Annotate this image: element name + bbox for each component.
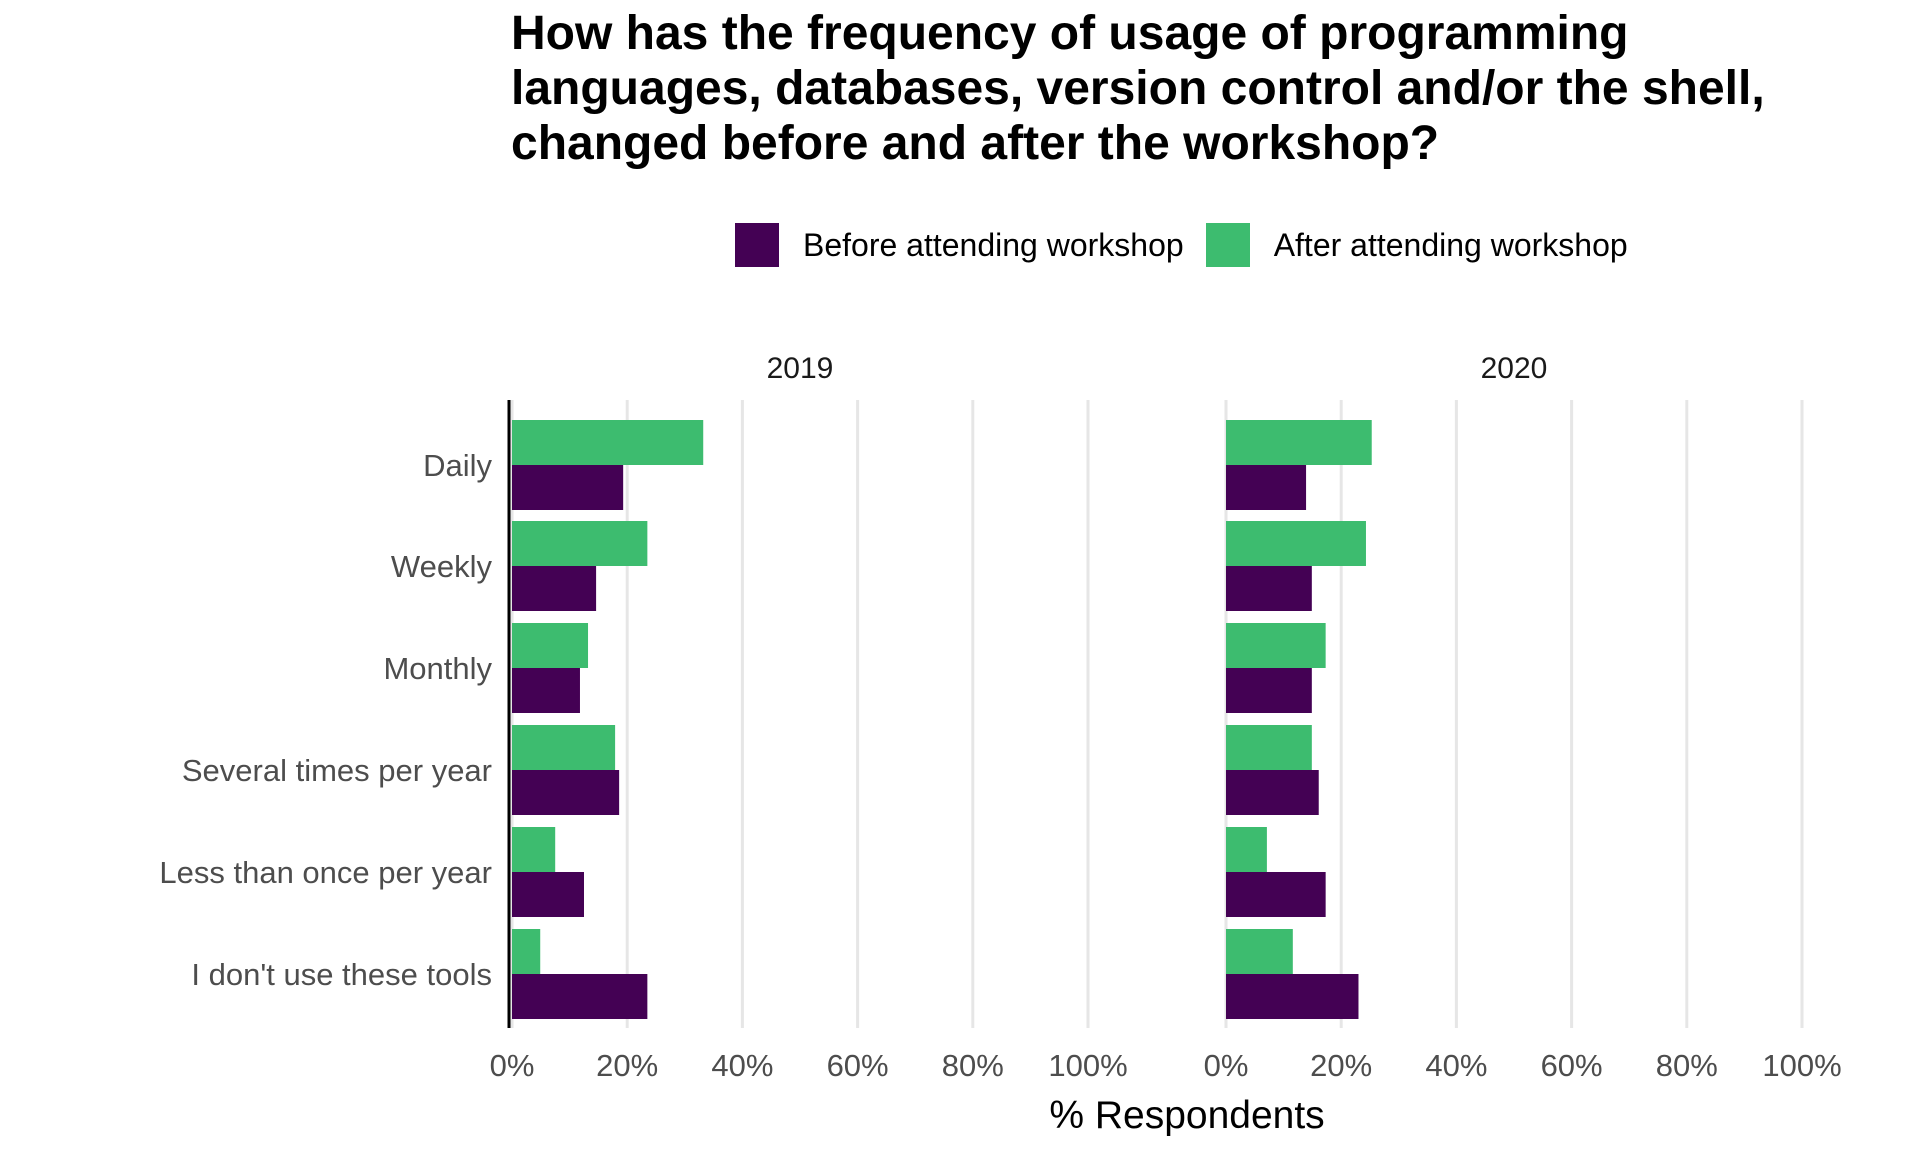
legend-item-after: After attending workshop <box>1205 223 1628 267</box>
legend-swatch-after <box>1205 223 1250 267</box>
panel-2020-bar-before-daily <box>1226 465 1307 510</box>
panel-2019-x-tick-0: 0% <box>490 1048 535 1083</box>
panel-2019-bar-before-monthly <box>512 668 580 713</box>
panel-2020-bar-after-less-than-once-per-year <box>1226 827 1267 872</box>
chart-title: How has the frequency of usage of progra… <box>511 6 1911 171</box>
panel-2019-bar-after-several-times-per-year <box>512 725 616 770</box>
chart-legend: Before attending workshop After attendin… <box>735 222 1650 268</box>
panel-2019-bar-before-i-don-t-use-these-tools <box>512 974 648 1019</box>
chart-title-line-1: How has the frequency of usage of progra… <box>511 7 1629 60</box>
x-axis-title: % Respondents <box>1049 1094 1324 1137</box>
panel-2019-x-tick-2: 40% <box>711 1048 773 1083</box>
y-tick-daily: Daily <box>423 448 492 483</box>
panel-2020-bar-before-weekly <box>1226 566 1312 611</box>
chart-title-line-3: changed before and after the workshop? <box>511 117 1440 170</box>
panel-2020-x-tick-5: 100% <box>1762 1048 1841 1083</box>
panel-2019-bar-after-monthly <box>512 623 589 668</box>
legend-label-after: After attending workshop <box>1273 226 1628 263</box>
panel-2020-bar-before-monthly <box>1226 668 1312 713</box>
panel-2019-label: 2019 <box>767 352 834 385</box>
panel-2019-bar-after-daily <box>512 420 704 465</box>
panel-2020-x-tick-0: 0% <box>1204 1048 1249 1083</box>
panel-2019-bar-after-less-than-once-per-year <box>512 827 556 872</box>
panel-2020-bar-after-weekly <box>1226 521 1366 566</box>
panel-2020-x-tick-3: 60% <box>1541 1048 1603 1083</box>
panel-2020-bar-before-several-times-per-year <box>1226 770 1319 815</box>
panel-2019-bar-before-daily <box>512 465 624 510</box>
panel-2019-bar-after-i-don-t-use-these-tools <box>512 929 541 974</box>
y-tick-monthly: Monthly <box>383 651 492 686</box>
panel-2019-x-tick-5: 100% <box>1048 1048 1127 1083</box>
panel-2019-bar-after-weekly <box>512 521 648 566</box>
chart-title-line-2: languages, databases, version control an… <box>511 62 1765 115</box>
panel-2020-x-tick-1: 20% <box>1310 1048 1372 1083</box>
panel-2020-bar-after-daily <box>1226 420 1372 465</box>
legend-item-before: Before attending workshop <box>735 223 1184 267</box>
legend-label-before: Before attending workshop <box>803 226 1184 263</box>
panel-2019-bar-before-weekly <box>512 566 597 611</box>
panel-2020-x-tick-4: 80% <box>1656 1048 1718 1083</box>
panel-2020-bar-after-i-don-t-use-these-tools <box>1226 929 1293 974</box>
panel-2019-x-tick-3: 60% <box>827 1048 889 1083</box>
panel-2019-bar-before-several-times-per-year <box>512 770 620 815</box>
y-tick-several-times-per-year: Several times per year <box>182 753 492 788</box>
y-tick-weekly: Weekly <box>391 549 493 584</box>
panel-2019-x-tick-4: 80% <box>942 1048 1004 1083</box>
panel-2020-label: 2020 <box>1481 352 1548 385</box>
panel-2020-x-tick-2: 40% <box>1425 1048 1487 1083</box>
panel-2020-bar-after-monthly <box>1226 623 1326 668</box>
panel-2020-bar-before-less-than-once-per-year <box>1226 872 1326 917</box>
y-tick-less-than-once-per-year: Less than once per year <box>159 855 492 890</box>
legend-swatch-before <box>735 223 779 267</box>
panel-2020-bar-after-several-times-per-year <box>1226 725 1312 770</box>
panel-2020-bar-before-i-don-t-use-these-tools <box>1226 974 1359 1019</box>
panel-2019-x-tick-1: 20% <box>596 1048 658 1083</box>
panel-2019-bar-before-less-than-once-per-year <box>512 872 584 917</box>
y-tick-i-don-t-use-these-tools: I don't use these tools <box>191 957 492 992</box>
